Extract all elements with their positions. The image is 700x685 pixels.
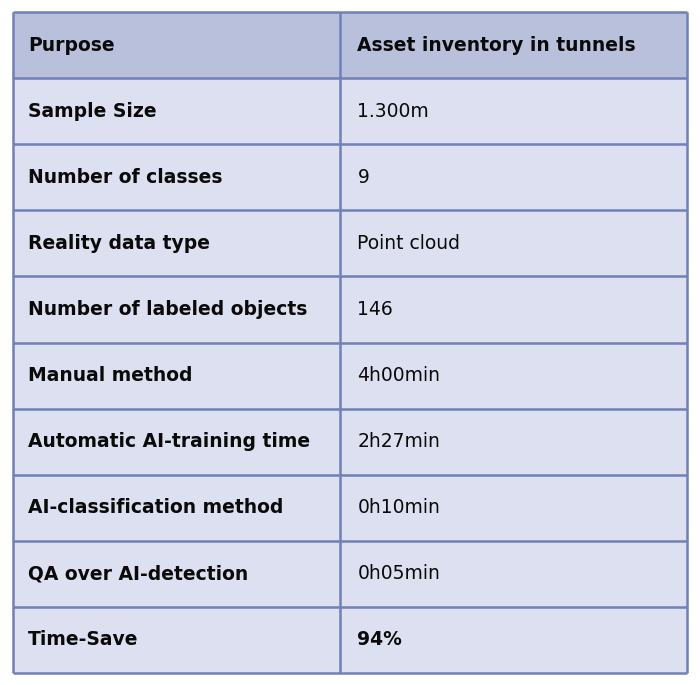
Text: Purpose: Purpose (28, 36, 115, 55)
Text: Reality data type: Reality data type (28, 234, 210, 253)
Bar (13, 540, 340, 607)
Text: AI-classification method: AI-classification method (28, 498, 284, 517)
Text: Number of classes: Number of classes (28, 168, 223, 187)
Bar (340, 145, 687, 210)
Bar (13, 78, 340, 145)
Bar (13, 12, 340, 78)
Text: Automatic AI-training time: Automatic AI-training time (28, 432, 310, 451)
Text: QA over AI-detection: QA over AI-detection (28, 564, 248, 583)
Text: Point cloud: Point cloud (358, 234, 461, 253)
Bar (340, 342, 687, 408)
Bar (13, 342, 340, 408)
Text: Sample Size: Sample Size (28, 102, 157, 121)
Text: Number of labeled objects: Number of labeled objects (28, 300, 307, 319)
Text: 146: 146 (358, 300, 393, 319)
Bar (340, 607, 687, 673)
Text: 2h27min: 2h27min (358, 432, 440, 451)
Bar (13, 210, 340, 277)
Text: Manual method: Manual method (28, 366, 192, 385)
Text: 1.300m: 1.300m (358, 102, 429, 121)
Text: 0h05min: 0h05min (358, 564, 440, 583)
Text: Asset inventory in tunnels: Asset inventory in tunnels (358, 36, 636, 55)
Bar (13, 277, 340, 342)
Bar (340, 277, 687, 342)
Bar (340, 475, 687, 540)
Text: 9: 9 (358, 168, 370, 187)
Text: Time-Save: Time-Save (28, 630, 139, 649)
Text: 4h00min: 4h00min (358, 366, 440, 385)
Text: 94%: 94% (358, 630, 402, 649)
Bar (13, 607, 340, 673)
Bar (340, 540, 687, 607)
Bar (340, 78, 687, 145)
Text: 0h10min: 0h10min (358, 498, 440, 517)
Bar (13, 475, 340, 540)
Bar (13, 408, 340, 475)
Bar (340, 210, 687, 277)
Bar (340, 408, 687, 475)
Bar (340, 12, 687, 78)
Bar (13, 145, 340, 210)
